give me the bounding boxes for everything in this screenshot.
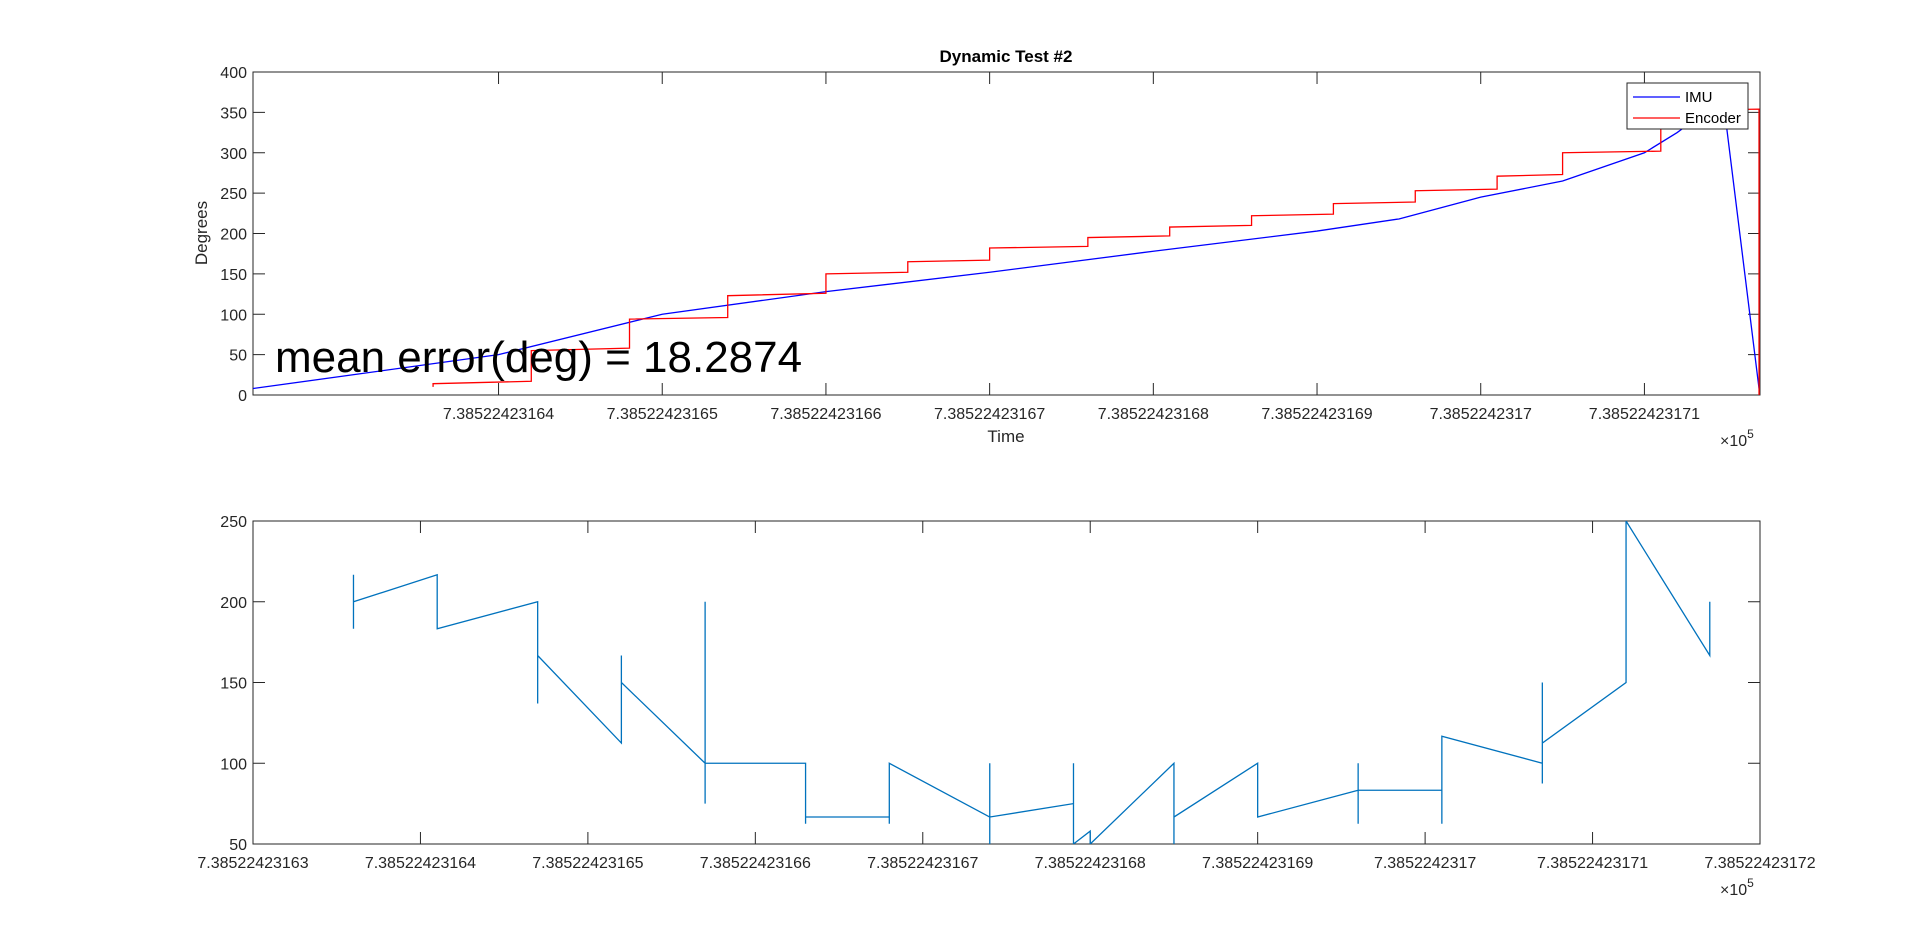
bottom-x-ticks: 7.38522423163 7.38522423164 7.38522423165 7… (197, 521, 1816, 872)
x-tick-label: 7.38522423172 (1704, 855, 1815, 872)
bottom-axes-box (252, 520, 1761, 845)
x-tick-label: 7.3852242317 (1430, 406, 1532, 423)
y-tick-label: 0 (238, 388, 247, 405)
x-tick-label: 7.38522423168 (1098, 406, 1209, 423)
x-tick-label: 7.3852242317 (1374, 855, 1476, 872)
x-tick-label: 7.38522423171 (1537, 855, 1648, 872)
top-x-multiplier-base: ×10 (1720, 433, 1747, 450)
top-axes-box (252, 71, 1761, 396)
y-tick-label: 300 (220, 146, 247, 163)
y-tick-label: 150 (220, 267, 247, 284)
x-tick-label: 7.38522423166 (770, 406, 881, 423)
y-tick-label: 50 (229, 837, 247, 854)
top-x-ticks: 7.38522423164 7.38522423165 7.38522423166 7… (443, 72, 1700, 423)
top-y-ticks: 0 50 100 150 200 250 300 350 400 (220, 65, 1760, 405)
y-tick-label: 50 (229, 348, 247, 365)
top-x-multiplier: ×105 (1720, 427, 1754, 450)
series-0-line (352, 521, 1711, 844)
x-tick-label: 7.38522423167 (867, 855, 978, 872)
x-tick-label: 7.38522423165 (607, 406, 718, 423)
bottom-series-lines (352, 521, 1711, 844)
legend-imu-label: IMU (1685, 89, 1713, 106)
encoder-line (432, 108, 1760, 395)
x-tick-label: 7.38522423169 (1202, 855, 1313, 872)
y-tick-label: 200 (220, 595, 247, 612)
bottom-x-multiplier-exp: 5 (1747, 876, 1754, 890)
legend: IMU Encoder (1626, 82, 1749, 130)
top-y-axis-label: Degrees (192, 201, 211, 265)
top-x-axis-label: Time (987, 427, 1024, 446)
legend-box (1626, 82, 1749, 130)
top-x-multiplier-exp: 5 (1747, 427, 1754, 441)
x-tick-label: 7.38522423167 (934, 406, 1045, 423)
y-tick-label: 350 (220, 105, 247, 122)
x-tick-label: 7.38522423165 (532, 855, 643, 872)
y-tick-label: 400 (220, 65, 247, 82)
legend-encoder-label: Encoder (1685, 110, 1741, 127)
x-tick-label: 7.38522423163 (197, 855, 308, 872)
bottom-x-multiplier-base: ×10 (1720, 882, 1747, 899)
y-tick-label: 250 (220, 514, 247, 531)
chart-title: Dynamic Test #2 (940, 47, 1073, 66)
y-tick-label: 100 (220, 756, 247, 773)
x-tick-label: 7.38522423166 (700, 855, 811, 872)
y-tick-label: 200 (220, 227, 247, 244)
bottom-x-multiplier: ×105 (1720, 876, 1754, 899)
y-tick-label: 150 (220, 676, 247, 693)
bottom-y-ticks: 50 100 150 200 250 (220, 514, 1760, 854)
x-tick-label: 7.38522423171 (1589, 406, 1700, 423)
y-tick-label: 100 (220, 307, 247, 324)
x-tick-label: 7.38522423164 (443, 406, 554, 423)
x-tick-label: 7.38522423169 (1261, 406, 1372, 423)
y-tick-label: 250 (220, 186, 247, 203)
mean-error-annotation: mean error(deg) = 18.2874 (275, 333, 802, 382)
x-tick-label: 7.38522423164 (365, 855, 476, 872)
x-tick-label: 7.38522423168 (1035, 855, 1146, 872)
